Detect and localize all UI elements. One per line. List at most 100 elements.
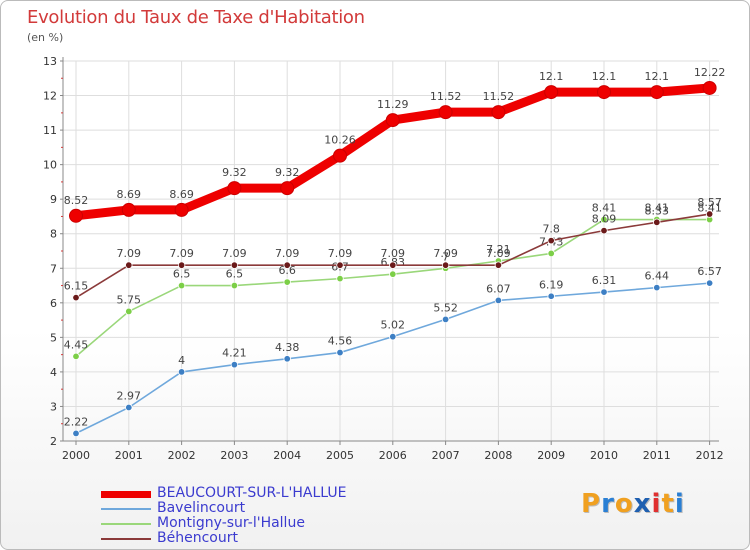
data-label: 6.44: [645, 270, 670, 283]
data-point: [597, 85, 611, 100]
data-point: [600, 226, 608, 235]
data-point: [547, 292, 555, 300]
legend-swatch: [101, 508, 151, 510]
data-point: [177, 281, 186, 290]
x-tick-label: 2004: [273, 449, 301, 462]
data-point: [653, 283, 661, 292]
data-label: 7.09: [381, 247, 406, 260]
data-point: [389, 332, 397, 341]
chart-unit-label: (en %): [27, 31, 64, 44]
data-label: 8.69: [169, 188, 194, 201]
x-tick-label: 2010: [590, 449, 618, 462]
data-point: [333, 148, 347, 163]
data-label: 7.09: [486, 247, 511, 260]
logo-letter: P: [581, 489, 602, 519]
y-tick-label: 13: [43, 55, 57, 68]
series-0: 8.52 8.69 8.69 9.32 9.32 10.26 11.29 11.52 11.52…: [64, 66, 725, 223]
data-point: [177, 261, 186, 269]
y-tick-label: 11: [43, 124, 57, 137]
data-label: 4.45: [64, 338, 89, 351]
logo-letter: x: [633, 489, 652, 519]
data-point: [336, 261, 344, 269]
data-label: 7.09: [328, 247, 353, 260]
x-tick-label: 2006: [379, 449, 407, 462]
data-point: [702, 80, 717, 95]
data-label: 6.07: [486, 282, 511, 295]
data-point: [491, 105, 506, 120]
data-label: 7: [442, 250, 449, 263]
data-label: 8.33: [645, 204, 670, 217]
x-tick-label: 2009: [537, 449, 565, 462]
data-point: [600, 288, 608, 296]
x-tick-label: 2000: [62, 449, 90, 462]
data-point: [72, 352, 80, 361]
y-tick-label: 9: [50, 193, 57, 206]
legend-label: Bavelincourt: [157, 500, 246, 516]
data-label: 4.38: [275, 341, 300, 354]
legend-label: BEAUCOURT-SUR-L'HALLUE: [157, 485, 347, 501]
series-1: 2.22 2.97 4 4.21 4.38 4.56 5.02 5.52 6.07 6.19 6.3…: [64, 265, 722, 438]
data-label: 8.69: [117, 188, 142, 201]
data-point: [125, 307, 133, 316]
data-point: [227, 181, 242, 196]
data-point: [230, 281, 239, 290]
legend-label: Montigny-sur-l'Hallue: [157, 515, 305, 531]
data-label: 6.5: [226, 268, 244, 281]
data-point: [174, 202, 189, 217]
data-label: 12.1: [539, 70, 564, 83]
data-label: 4.21: [222, 347, 247, 360]
legend-swatch: [101, 490, 151, 498]
y-tick-label: 6: [50, 297, 57, 310]
data-label: 10.26: [324, 134, 356, 147]
data-point: [494, 261, 503, 269]
x-tick-label: 2012: [696, 449, 724, 462]
data-label: 7.09: [117, 247, 142, 260]
data-point: [336, 348, 344, 357]
data-label: 9.32: [222, 166, 247, 179]
legend-swatch: [101, 523, 151, 525]
data-label: 8.09: [592, 213, 617, 226]
data-label: 8.41: [645, 202, 670, 215]
logo-letter: o: [614, 489, 634, 519]
data-point: [389, 270, 397, 278]
data-label: 7.09: [275, 247, 300, 260]
data-label: 5.52: [433, 301, 458, 314]
y-tick-label: 7: [50, 262, 57, 275]
data-point: [125, 261, 133, 269]
data-point: [72, 429, 80, 438]
data-label: 7.8: [542, 223, 560, 236]
data-label: 6.31: [592, 274, 617, 287]
data-label: 7.09: [433, 247, 458, 260]
data-label: 6.5: [173, 268, 191, 281]
data-label: 12.1: [592, 70, 617, 83]
data-label: 8.57: [697, 196, 722, 209]
data-point: [649, 85, 664, 100]
data-label: 6.19: [539, 278, 564, 291]
data-label: 4: [178, 354, 185, 367]
data-label: 11.29: [377, 98, 409, 111]
proxiti-logo: Proxiti: [581, 489, 685, 519]
series-3: 6.15 7.09 7.09 7.09 7.09 7.09 7.09 7.09 7.09 7.8 8…: [64, 196, 722, 302]
data-point: [705, 279, 714, 287]
data-label: 11.52: [430, 90, 462, 103]
data-point: [121, 202, 136, 217]
x-tick-label: 2007: [432, 449, 460, 462]
y-tick-label: 12: [43, 90, 57, 103]
data-point: [230, 360, 239, 369]
x-tick-label: 2002: [168, 449, 196, 462]
data-point: [283, 261, 291, 269]
logo-letter: i: [674, 489, 685, 519]
data-label: 6.15: [64, 280, 89, 293]
data-label: 7.09: [222, 247, 247, 260]
y-tick-label: 8: [50, 228, 57, 241]
data-label: 8.41: [697, 202, 722, 215]
logo-letter: t: [661, 489, 675, 519]
data-point: [230, 261, 239, 269]
data-point: [547, 236, 555, 245]
data-label: 6.57: [697, 265, 722, 278]
legend-swatch: [101, 538, 151, 540]
x-tick-label: 2005: [326, 449, 354, 462]
grid-lines: [63, 60, 719, 442]
